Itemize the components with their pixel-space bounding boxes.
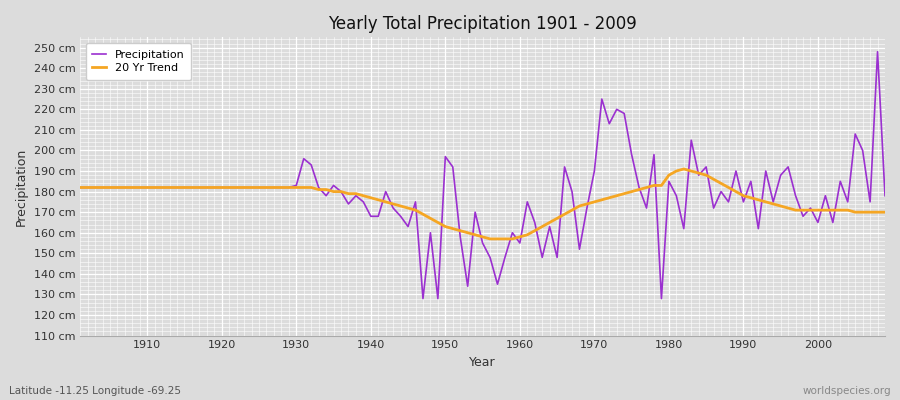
- Line: Precipitation: Precipitation: [80, 52, 885, 298]
- Title: Yearly Total Precipitation 1901 - 2009: Yearly Total Precipitation 1901 - 2009: [328, 15, 637, 33]
- 20 Yr Trend: [879, 210, 890, 214]
- Precipitation: [879, 193, 890, 198]
- Precipitation: [418, 296, 428, 301]
- 20 Yr Trend: [484, 236, 495, 241]
- Text: Latitude -11.25 Longitude -69.25: Latitude -11.25 Longitude -69.25: [9, 386, 181, 396]
- Precipitation: [343, 202, 354, 206]
- 20 Yr Trend: [679, 166, 689, 171]
- Y-axis label: Precipitation: Precipitation: [15, 147, 28, 226]
- X-axis label: Year: Year: [469, 356, 496, 369]
- 20 Yr Trend: [522, 232, 533, 237]
- Precipitation: [522, 200, 533, 204]
- 20 Yr Trend: [298, 185, 309, 190]
- 20 Yr Trend: [515, 234, 526, 239]
- Line: 20 Yr Trend: 20 Yr Trend: [80, 169, 885, 239]
- 20 Yr Trend: [75, 185, 86, 190]
- Legend: Precipitation, 20 Yr Trend: Precipitation, 20 Yr Trend: [86, 43, 191, 80]
- Precipitation: [611, 107, 622, 112]
- Precipitation: [75, 185, 86, 190]
- Text: worldspecies.org: worldspecies.org: [803, 386, 891, 396]
- 20 Yr Trend: [343, 191, 354, 196]
- Precipitation: [515, 241, 526, 246]
- 20 Yr Trend: [611, 193, 622, 198]
- Precipitation: [298, 156, 309, 161]
- Precipitation: [872, 49, 883, 54]
- 20 Yr Trend: [134, 185, 145, 190]
- Precipitation: [134, 185, 145, 190]
